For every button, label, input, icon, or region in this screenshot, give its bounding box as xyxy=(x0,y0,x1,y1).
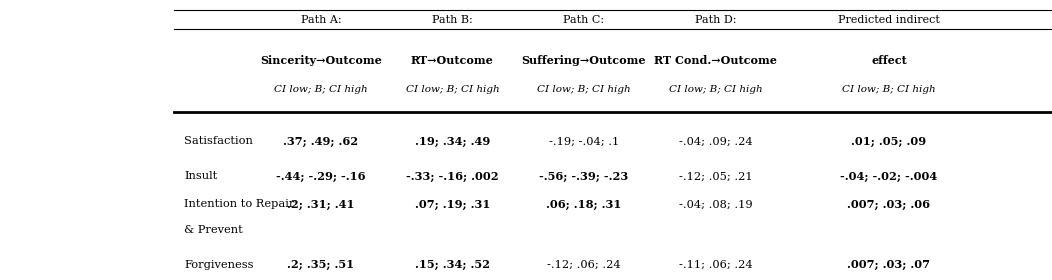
Text: .07; .19; .31: .07; .19; .31 xyxy=(414,199,490,210)
Text: -.12; .06; .24: -.12; .06; .24 xyxy=(547,260,621,270)
Text: Path D:: Path D: xyxy=(694,15,736,25)
Text: Forgiveness: Forgiveness xyxy=(184,260,254,270)
Text: RT→Outcome: RT→Outcome xyxy=(411,55,493,66)
Text: -.11; .06; .24: -.11; .06; .24 xyxy=(679,260,752,270)
Text: Path B:: Path B: xyxy=(432,15,472,25)
Text: -.04; .08; .19: -.04; .08; .19 xyxy=(679,199,752,209)
Text: & Prevent: & Prevent xyxy=(184,225,243,235)
Text: Sincerity→Outcome: Sincerity→Outcome xyxy=(260,55,382,66)
Text: Path C:: Path C: xyxy=(563,15,605,25)
Text: -.04; -.02; -.004: -.04; -.02; -.004 xyxy=(841,171,937,182)
Text: -.04; .09; .24: -.04; .09; .24 xyxy=(679,136,752,146)
Text: -.33; -.16; .002: -.33; -.16; .002 xyxy=(406,171,499,182)
Text: CI low; B; CI high: CI low; B; CI high xyxy=(275,85,367,94)
Text: CI low; B; CI high: CI low; B; CI high xyxy=(538,85,630,94)
Text: Suffering→Outcome: Suffering→Outcome xyxy=(522,55,646,66)
Text: CI low; B; CI high: CI low; B; CI high xyxy=(669,85,762,94)
Text: Insult: Insult xyxy=(184,171,218,181)
Text: Intention to Repair: Intention to Repair xyxy=(184,199,295,209)
Text: .01; .05; .09: .01; .05; .09 xyxy=(851,136,927,147)
Text: -.12; .05; .21: -.12; .05; .21 xyxy=(679,171,752,181)
Text: .007; .03; .06: .007; .03; .06 xyxy=(848,199,930,210)
Text: .2; .35; .51: .2; .35; .51 xyxy=(287,259,355,270)
Text: -.19; -.04; .1: -.19; -.04; .1 xyxy=(549,136,619,146)
Text: .06; .18; .31: .06; .18; .31 xyxy=(546,199,622,210)
Text: -.44; -.29; -.16: -.44; -.29; -.16 xyxy=(276,171,366,182)
Text: Predicted indirect: Predicted indirect xyxy=(838,15,939,25)
Text: RT Cond.→Outcome: RT Cond.→Outcome xyxy=(654,55,776,66)
Text: Path A:: Path A: xyxy=(301,15,341,25)
Text: .15; .34; .52: .15; .34; .52 xyxy=(414,259,490,270)
Text: Satisfaction: Satisfaction xyxy=(184,136,252,146)
Text: .37; .49; .62: .37; .49; .62 xyxy=(283,136,359,147)
Text: effect: effect xyxy=(871,55,907,66)
Text: .2; .31; .41: .2; .31; .41 xyxy=(287,199,355,210)
Text: -.56; -.39; -.23: -.56; -.39; -.23 xyxy=(540,171,628,182)
Text: .19; .34; .49: .19; .34; .49 xyxy=(414,136,490,147)
Text: .007; .03; .07: .007; .03; .07 xyxy=(848,259,930,270)
Text: CI low; B; CI high: CI low; B; CI high xyxy=(843,85,935,94)
Text: CI low; B; CI high: CI low; B; CI high xyxy=(406,85,499,94)
